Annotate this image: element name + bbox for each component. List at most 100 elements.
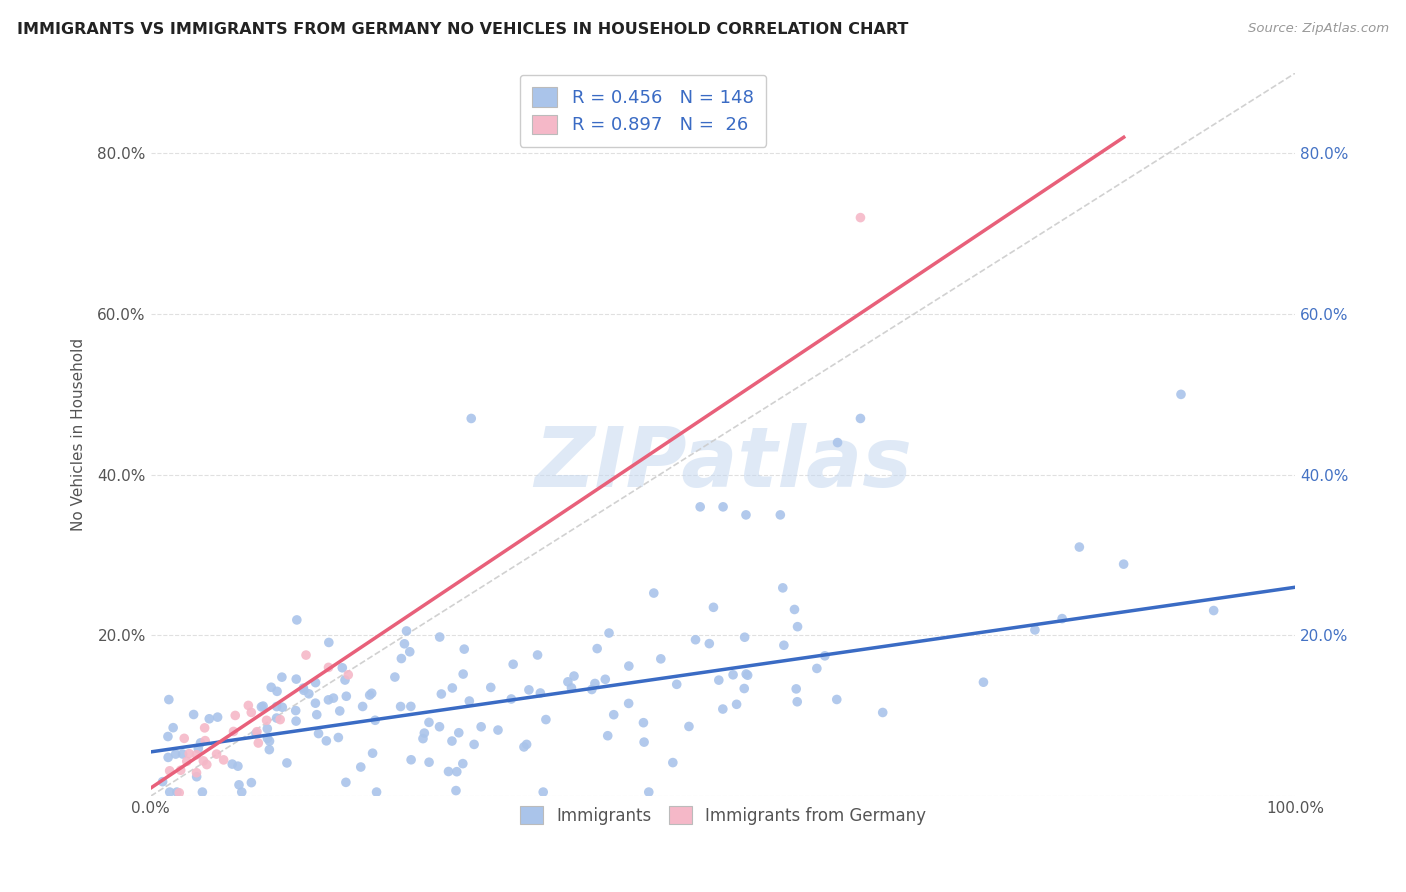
Point <box>191 785 214 799</box>
Point <box>394 637 416 651</box>
Point <box>395 624 418 638</box>
Point <box>429 720 451 734</box>
Point <box>212 753 235 767</box>
Point <box>643 586 665 600</box>
Point <box>501 692 523 706</box>
Point <box>430 687 453 701</box>
Point <box>228 778 250 792</box>
Point <box>246 724 269 739</box>
Point <box>361 746 384 760</box>
Point <box>172 747 194 761</box>
Point <box>157 692 180 706</box>
Point <box>412 731 434 746</box>
Point <box>260 680 283 694</box>
Point <box>418 756 440 770</box>
Point <box>318 635 340 649</box>
Point <box>733 681 755 696</box>
Point <box>266 711 288 725</box>
Point <box>513 739 536 754</box>
Point <box>773 638 796 652</box>
Point <box>583 676 606 690</box>
Point <box>769 508 792 522</box>
Point <box>205 747 228 761</box>
Point <box>806 661 828 675</box>
Point <box>176 754 198 768</box>
Point <box>460 411 482 425</box>
Point <box>785 681 807 696</box>
Point <box>333 673 356 687</box>
Point <box>398 645 420 659</box>
Point <box>721 667 744 681</box>
Point <box>711 500 734 514</box>
Point <box>329 704 352 718</box>
Point <box>298 687 321 701</box>
Point <box>429 630 451 644</box>
Point <box>156 730 179 744</box>
Point <box>735 508 758 522</box>
Point <box>245 726 267 740</box>
Point <box>440 734 463 748</box>
Point <box>159 785 181 799</box>
Point <box>222 724 245 739</box>
Point <box>167 786 190 800</box>
Point <box>238 698 260 713</box>
Point <box>337 668 360 682</box>
Point <box>318 660 340 674</box>
Point <box>413 726 436 740</box>
Point <box>224 708 246 723</box>
Point <box>633 735 655 749</box>
Point <box>598 626 620 640</box>
Point <box>451 667 474 681</box>
Point <box>285 672 308 686</box>
Point <box>1112 557 1135 571</box>
Point <box>322 691 344 706</box>
Point <box>702 600 724 615</box>
Point <box>183 707 205 722</box>
Point <box>593 673 616 687</box>
Text: Source: ZipAtlas.com: Source: ZipAtlas.com <box>1249 22 1389 36</box>
Point <box>617 659 640 673</box>
Point <box>285 714 308 728</box>
Point <box>786 695 808 709</box>
Point <box>292 681 315 695</box>
Text: ZIPatlas: ZIPatlas <box>534 423 912 504</box>
Point <box>451 756 474 771</box>
Point <box>446 764 468 779</box>
Point <box>772 581 794 595</box>
Point <box>284 704 307 718</box>
Point <box>240 706 263 720</box>
Point <box>486 723 509 737</box>
Point <box>441 681 464 695</box>
Point <box>252 699 274 714</box>
Point <box>737 668 759 682</box>
Point <box>418 715 440 730</box>
Point <box>453 642 475 657</box>
Point <box>152 774 174 789</box>
Point <box>697 637 720 651</box>
Point <box>308 726 330 740</box>
Point <box>318 693 340 707</box>
Point <box>1024 623 1046 637</box>
Point <box>231 785 253 799</box>
Point <box>198 712 221 726</box>
Point <box>250 699 273 714</box>
Point <box>179 747 201 761</box>
Point <box>531 785 554 799</box>
Point <box>270 670 292 684</box>
Point <box>786 620 808 634</box>
Point <box>617 697 640 711</box>
Point <box>350 760 373 774</box>
Point <box>285 613 308 627</box>
Point <box>399 699 422 714</box>
Point <box>366 785 388 799</box>
Point <box>269 713 291 727</box>
Point <box>292 683 315 698</box>
Point <box>256 722 278 736</box>
Point <box>304 696 326 710</box>
Point <box>276 756 298 770</box>
Point <box>560 681 582 695</box>
Point <box>735 667 758 681</box>
Point <box>637 785 659 799</box>
Point <box>190 736 212 750</box>
Point <box>1069 540 1091 554</box>
